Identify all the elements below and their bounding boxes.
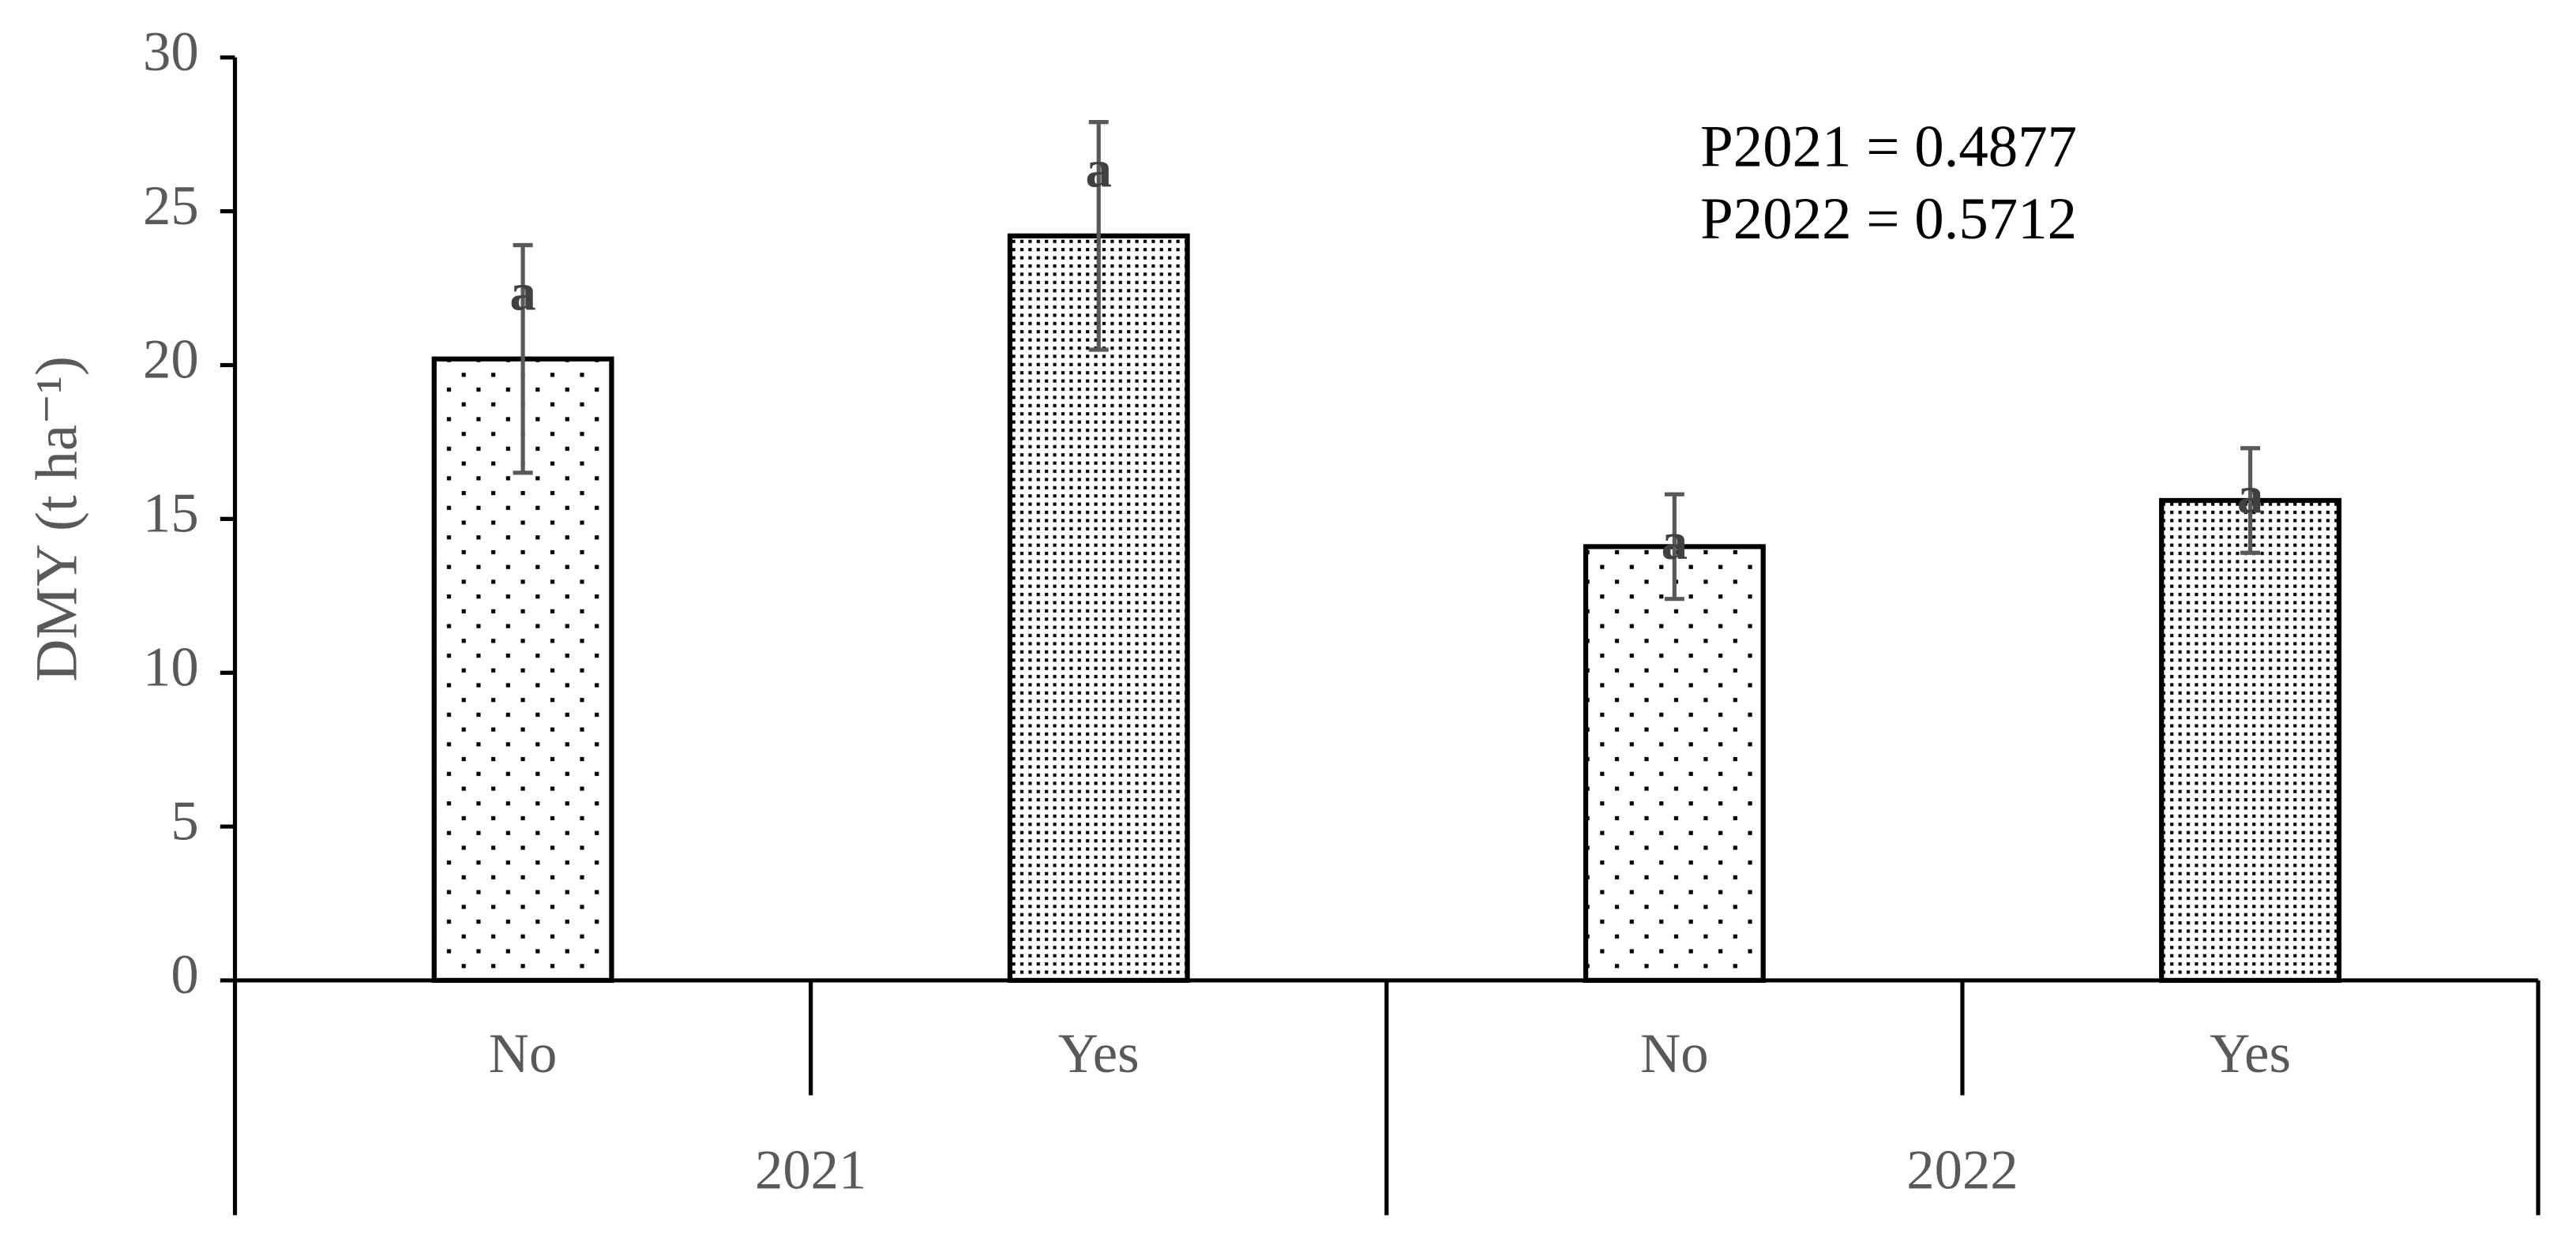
y-tick-label: 30 bbox=[143, 21, 199, 83]
bar bbox=[1007, 233, 1190, 984]
significance-letter: a bbox=[2237, 467, 2263, 525]
y-tick-label: 0 bbox=[171, 944, 198, 1006]
significance-letter: a bbox=[1086, 141, 1112, 198]
x-tick-label: Yes bbox=[1058, 1023, 1140, 1085]
error-bar bbox=[513, 242, 533, 475]
annotation: P2021 = 0.4877 bbox=[1700, 114, 2077, 180]
x-tick-label: No bbox=[489, 1023, 557, 1085]
y-axis-label: DMY (t ha⁻¹) bbox=[24, 356, 89, 682]
x-tick-label: Yes bbox=[2210, 1023, 2291, 1085]
error-bar bbox=[1088, 120, 1109, 352]
error-bar bbox=[1664, 492, 1684, 602]
significance-letter: a bbox=[1662, 513, 1688, 571]
group-label: 2021 bbox=[755, 1140, 866, 1201]
bar bbox=[1583, 544, 1766, 984]
bar bbox=[2159, 497, 2341, 984]
y-tick-label: 5 bbox=[171, 790, 198, 852]
annotation: P2022 = 0.5712 bbox=[1700, 186, 2077, 252]
y-tick-label: 10 bbox=[143, 636, 199, 698]
x-tick-label: No bbox=[1640, 1023, 1708, 1085]
y-tick-label: 15 bbox=[143, 483, 199, 545]
y-tick-label: 20 bbox=[143, 329, 199, 391]
y-tick-label: 25 bbox=[143, 175, 199, 237]
error-bar bbox=[2240, 446, 2261, 555]
group-label: 2022 bbox=[1906, 1140, 2018, 1201]
significance-letter: a bbox=[509, 264, 535, 321]
